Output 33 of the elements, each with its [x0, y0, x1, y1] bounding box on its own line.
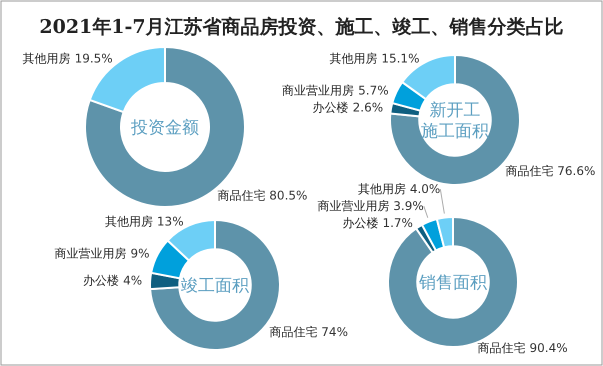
- slice-label: 其他用房: [22, 51, 71, 66]
- slice-label: 商业营业用房: [317, 199, 390, 214]
- data-label: 19.5%: [74, 51, 113, 66]
- slice-label: 其他用房: [329, 52, 378, 66]
- slice-label: 商品住宅: [477, 340, 526, 355]
- slice-label: 商品住宅: [217, 188, 266, 203]
- slice-label: 其他用房: [358, 182, 406, 196]
- text: 新开工施工面积: [421, 100, 489, 142]
- text: 投资金额: [130, 118, 199, 138]
- slice-label: 其他用房: [104, 214, 153, 229]
- data-label: 2.6%: [352, 100, 384, 114]
- data-label: 1.7%: [382, 216, 413, 230]
- slice-label: 办公楼: [342, 216, 378, 230]
- slice-label: 商业营业用房: [54, 246, 126, 261]
- data-label: 74%: [321, 325, 348, 340]
- data-label: 15.1%: [381, 52, 420, 66]
- slice-label: 办公楼: [312, 100, 349, 114]
- data-label: 4.0%: [410, 182, 440, 196]
- slice-label: 办公楼: [83, 274, 120, 288]
- slice-label: 商品住宅: [269, 325, 318, 340]
- text: 销售面积: [418, 273, 487, 293]
- text: 2021年1-7月江苏省商品房投资、施工、竣工、销售分类占比: [39, 16, 564, 38]
- data-label: 80.5%: [269, 188, 308, 203]
- data-label: 90.4%: [529, 340, 568, 355]
- data-label: 4%: [123, 274, 142, 288]
- data-label: 9%: [130, 246, 150, 261]
- data-label: 3.9%: [393, 199, 424, 214]
- slice-label: 商品住宅: [505, 164, 554, 178]
- data-label: 76.6%: [557, 164, 596, 178]
- data-label: 5.7%: [358, 83, 389, 98]
- text: 竣工面积: [181, 276, 249, 296]
- data-label: 13%: [156, 214, 184, 229]
- slice-label: 商业营业用房: [282, 83, 354, 98]
